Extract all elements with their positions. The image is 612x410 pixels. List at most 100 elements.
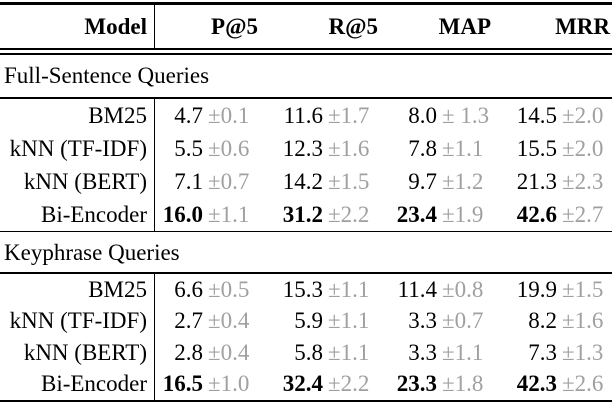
metric-stddev-mrr: ±2.0 <box>562 102 604 128</box>
metric-value-mrr: 42.6 <box>516 201 557 227</box>
metric-value-p5: 5.5 <box>174 135 203 161</box>
metric-value-mrr: 15.5 <box>516 135 557 161</box>
table-row: kNN (BERT) 7.1 ±0.7 14.2 ±1.5 9.7 ±1.2 2… <box>0 164 612 198</box>
metric-stddev-r5: ±1.1 <box>328 308 370 334</box>
section-rule-divider <box>0 272 612 274</box>
table-row: kNN (BERT) 2.8 ±0.4 5.8 ±1.1 3.3 ±1.1 7.… <box>0 336 612 368</box>
metric-stddev-map: ±1.2 <box>442 168 484 194</box>
row-model-label: BM25 <box>0 273 155 305</box>
metric-value-map: 23.4 <box>396 201 437 227</box>
metric-value-r5: 14.2 <box>282 168 323 194</box>
section-rule-divider <box>0 97 612 99</box>
bottom-rule-divider <box>0 399 612 402</box>
metric-value-map: 8.0 <box>408 102 437 128</box>
row-model-label: kNN (BERT) <box>0 164 155 198</box>
column-header-r5: R@5 <box>328 13 378 39</box>
metric-stddev-map: ±1.8 <box>442 371 484 397</box>
section-rule-divider <box>0 230 612 232</box>
metric-value-r5: 5.9 <box>294 308 323 334</box>
divider-gap <box>0 49 612 53</box>
metric-stddev-mrr: ±1.3 <box>562 339 604 365</box>
metric-stddev-r5: ±1.7 <box>328 102 370 128</box>
divider-line <box>0 53 612 55</box>
metric-value-map: 23.3 <box>396 371 437 397</box>
metric-stddev-mrr: ±2.6 <box>562 371 604 397</box>
metric-value-mrr: 42.3 <box>516 371 557 397</box>
metric-stddev-map: ± 1.3 <box>442 102 490 128</box>
row-model-label: kNN (TF-IDF) <box>0 131 155 165</box>
metric-stddev-p5: ±0.7 <box>208 168 250 194</box>
metric-stddev-mrr: ±2.0 <box>562 135 604 161</box>
column-header-mrr: MRR <box>555 13 610 39</box>
metric-stddev-p5: ±0.4 <box>208 308 250 334</box>
metric-stddev-p5: ±0.6 <box>208 135 250 161</box>
metric-value-map: 9.7 <box>408 168 437 194</box>
metric-value-r5: 15.3 <box>282 276 323 302</box>
metric-value-mrr: 14.5 <box>516 102 557 128</box>
metric-stddev-mrr: ±1.5 <box>562 276 604 302</box>
metric-value-r5: 5.8 <box>294 339 323 365</box>
metric-value-map: 7.8 <box>408 135 437 161</box>
metric-value-r5: 31.2 <box>282 201 323 227</box>
metric-value-p5: 16.5 <box>162 371 203 397</box>
metric-value-p5: 16.0 <box>162 201 203 227</box>
metric-stddev-map: ±1.1 <box>442 339 484 365</box>
metric-value-map: 3.3 <box>408 308 437 334</box>
table-header-row: Model P@5 R@5 MAP MRR <box>0 4 612 48</box>
divider-line <box>0 48 612 50</box>
table-row: BM25 4.7 ±0.1 11.6 ±1.7 8.0 ± 1.3 14.5 ±… <box>0 98 612 132</box>
metric-stddev-p5: ±1.1 <box>208 201 250 227</box>
table-row-best: Bi-Encoder 16.5 ±1.0 32.4 ±2.2 23.3 ±1.8… <box>0 368 612 400</box>
column-header-model: Model <box>0 4 155 48</box>
section-title-keyphrase: Keyphrase Queries <box>4 239 180 265</box>
metric-stddev-r5: ±1.1 <box>328 276 370 302</box>
row-model-label: BM25 <box>0 98 155 132</box>
top-rule-divider <box>0 2 612 5</box>
metric-stddev-map: ±1.9 <box>442 201 484 227</box>
metric-value-p5: 2.7 <box>174 308 203 334</box>
metric-value-p5: 6.6 <box>174 276 203 302</box>
metric-stddev-p5: ±0.1 <box>208 102 250 128</box>
metric-value-r5: 12.3 <box>282 135 323 161</box>
metric-stddev-r5: ±2.2 <box>328 201 370 227</box>
metric-value-p5: 7.1 <box>174 168 203 194</box>
metric-stddev-mrr: ±1.6 <box>562 308 604 334</box>
metric-value-map: 3.3 <box>408 339 437 365</box>
section-header-row: Full-Sentence Queries <box>0 55 612 98</box>
column-header-map: MAP <box>438 13 491 39</box>
metric-stddev-map: ±0.7 <box>442 308 484 334</box>
table-row: kNN (TF-IDF) 2.7 ±0.4 5.9 ±1.1 3.3 ±0.7 … <box>0 305 612 337</box>
metric-value-r5: 11.6 <box>283 102 323 128</box>
metric-value-mrr: 21.3 <box>516 168 557 194</box>
row-model-label: kNN (BERT) <box>0 336 155 368</box>
metric-stddev-map: ±1.1 <box>442 135 484 161</box>
metric-stddev-map: ±0.8 <box>442 276 484 302</box>
metric-stddev-p5: ±1.0 <box>208 371 250 397</box>
metric-value-p5: 4.7 <box>174 102 203 128</box>
metric-value-r5: 32.4 <box>282 371 323 397</box>
row-model-label: kNN (TF-IDF) <box>0 305 155 337</box>
metric-stddev-r5: ±2.2 <box>328 371 370 397</box>
row-model-label: Bi-Encoder <box>0 197 155 231</box>
column-header-p5: P@5 <box>211 13 258 39</box>
section-title-full-sentence: Full-Sentence Queries <box>4 63 210 89</box>
header-double-rule-divider <box>0 48 612 55</box>
row-model-label: Bi-Encoder <box>0 368 155 400</box>
metric-value-mrr: 19.9 <box>516 276 557 302</box>
metric-stddev-p5: ±0.5 <box>208 276 250 302</box>
metric-value-mrr: 8.2 <box>528 308 557 334</box>
metric-stddev-r5: ±1.6 <box>328 135 370 161</box>
section-header-row: Keyphrase Queries <box>0 232 612 272</box>
metric-value-map: 11.4 <box>397 276 437 302</box>
metric-value-mrr: 7.3 <box>528 339 557 365</box>
table-row: kNN (TF-IDF) 5.5 ±0.6 12.3 ±1.6 7.8 ±1.1… <box>0 131 612 165</box>
table-row: BM25 6.6 ±0.5 15.3 ±1.1 11.4 ±0.8 19.9 ±… <box>0 273 612 305</box>
metric-stddev-r5: ±1.1 <box>328 339 370 365</box>
metric-value-p5: 2.8 <box>174 339 203 365</box>
table-row-best: Bi-Encoder 16.0 ±1.1 31.2 ±2.2 23.4 ±1.9… <box>0 197 612 231</box>
metric-stddev-r5: ±1.5 <box>328 168 370 194</box>
metric-stddev-p5: ±0.4 <box>208 339 250 365</box>
metric-stddev-mrr: ±2.7 <box>562 201 604 227</box>
metric-stddev-mrr: ±2.3 <box>562 168 604 194</box>
